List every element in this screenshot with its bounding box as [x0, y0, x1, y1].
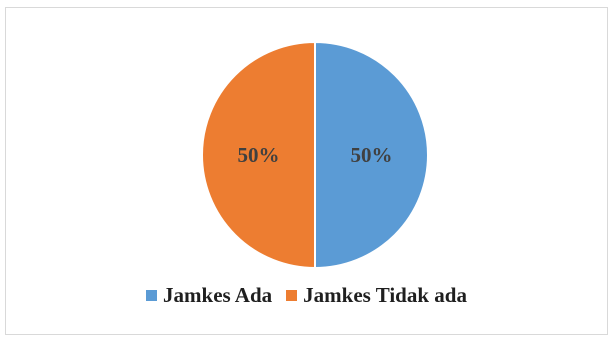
pie-slice-jamkes-tidak-ada: [201, 40, 316, 270]
pie-slice-jamkes-ada: [314, 40, 429, 270]
pie-slices: [201, 40, 429, 270]
data-label-jamkes-ada: 50%: [351, 143, 393, 167]
chart-legend: Jamkes Ada Jamkes Tidak ada: [0, 283, 613, 308]
legend-item-jamkes-tidak-ada: Jamkes Tidak ada: [286, 283, 467, 308]
legend-swatch: [286, 290, 298, 301]
legend-label: Jamkes Tidak ada: [303, 283, 467, 307]
pie-data-labels: 50% 50%: [238, 143, 393, 167]
legend-label: Jamkes Ada: [163, 283, 273, 307]
legend-swatch: [146, 290, 158, 301]
legend-item-jamkes-ada: Jamkes Ada: [146, 283, 272, 308]
data-label-jamkes-tidak-ada: 50%: [238, 143, 280, 167]
